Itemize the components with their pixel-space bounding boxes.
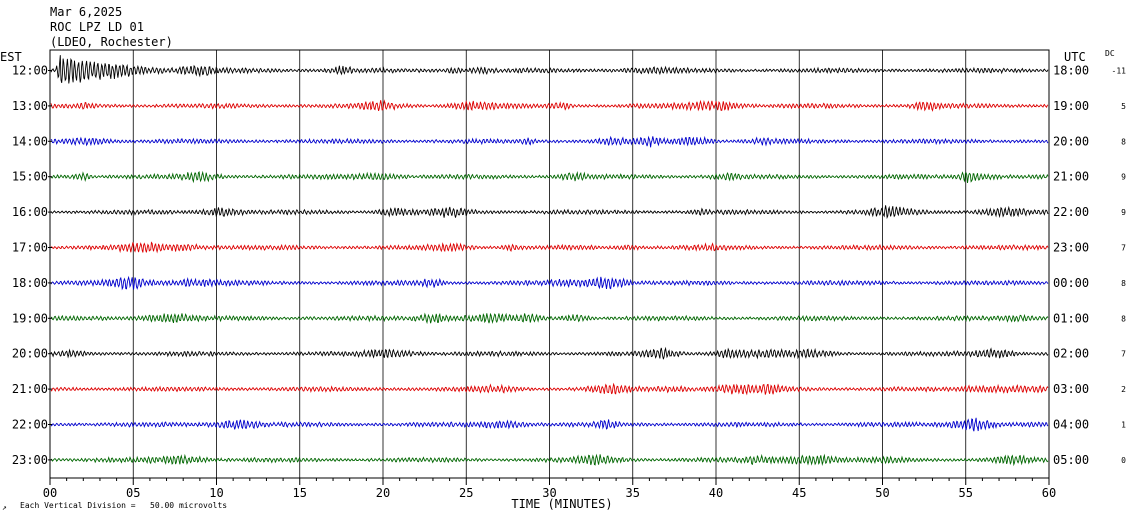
- utc-time-label: 22:00: [1053, 205, 1089, 219]
- utc-time-label: 23:00: [1053, 241, 1089, 255]
- utc-time-label: 05:00: [1053, 453, 1089, 467]
- utc-time-label: 00:00: [1053, 276, 1089, 290]
- utc-time-label: 18:00: [1053, 64, 1089, 78]
- dc-offset-header: DC: [1105, 49, 1115, 58]
- trace-row-1300: [50, 99, 1049, 112]
- trace-row-1500: [50, 170, 1049, 184]
- utc-time-label: 03:00: [1053, 382, 1089, 396]
- local-time-label: 16:00: [12, 205, 48, 219]
- dc-offset-value: 1: [1121, 421, 1126, 430]
- dc-offset-value: 9: [1121, 173, 1126, 182]
- trace-row-1600: [50, 205, 1049, 220]
- right-timezone-label: UTC: [1064, 50, 1086, 64]
- local-time-label: 15:00: [12, 170, 48, 184]
- local-time-label: 17:00: [12, 241, 48, 255]
- local-time-label: 18:00: [12, 276, 48, 290]
- local-time-label: 23:00: [12, 453, 48, 467]
- station-code: ROC LPZ LD 01: [50, 20, 144, 34]
- x-tick-label: 00: [43, 486, 57, 500]
- local-time-label: 13:00: [12, 99, 48, 113]
- trace-row-1700: [50, 241, 1049, 254]
- x-tick-label: 05: [126, 486, 140, 500]
- local-time-label: 20:00: [12, 347, 48, 361]
- left-timezone-label: EST: [0, 50, 22, 64]
- local-time-label: 14:00: [12, 134, 48, 148]
- dc-offset-value: 8: [1121, 279, 1126, 288]
- x-tick-label: 40: [709, 486, 723, 500]
- utc-time-label: 21:00: [1053, 170, 1089, 184]
- dc-offset-value: -11: [1112, 67, 1127, 76]
- utc-time-label: 01:00: [1053, 311, 1089, 325]
- x-axis: 00 05 10 15 20 25 30 35 40 45 50 55 60: [43, 478, 1056, 500]
- trace-row-1400: [50, 135, 1049, 148]
- x-tick-label: 35: [626, 486, 640, 500]
- local-time-label: 22:00: [12, 418, 48, 432]
- utc-time-label: 20:00: [1053, 134, 1089, 148]
- station-network: (LDEO, Rochester): [50, 35, 173, 49]
- x-tick-label: 45: [792, 486, 806, 500]
- trace-row-2200: [50, 417, 1049, 432]
- local-time-label: 19:00: [12, 311, 48, 325]
- x-tick-label: 60: [1042, 486, 1056, 500]
- local-time-label: 12:00: [12, 64, 48, 78]
- trace-row-1900: [50, 312, 1049, 325]
- local-time-label: 21:00: [12, 382, 48, 396]
- corner-arrow-icon: ↗: [2, 503, 7, 512]
- utc-time-label: 19:00: [1053, 99, 1089, 113]
- trace-row-2100: [50, 382, 1049, 396]
- x-axis-title: TIME (MINUTES): [511, 497, 612, 511]
- x-tick-label: 25: [459, 486, 473, 500]
- dc-offset-value: 7: [1121, 350, 1126, 359]
- x-tick-label: 20: [376, 486, 390, 500]
- seismic-traces: [50, 55, 1049, 467]
- x-tick-label: 30: [542, 486, 556, 500]
- trace-row-2300: [50, 453, 1049, 467]
- x-tick-label: 10: [209, 486, 223, 500]
- dc-offset-value: 8: [1121, 314, 1126, 323]
- trace-row-2000: [50, 346, 1049, 360]
- row-labels: 12:00 18:00 -11 13:00 19:00 5 14:00 20:00 8 15:00…: [12, 64, 1126, 467]
- grid-lines: [132, 50, 967, 478]
- dc-offset-value: 9: [1121, 208, 1126, 217]
- x-tick-label: 15: [293, 486, 307, 500]
- dc-offset-value: 2: [1121, 385, 1126, 394]
- scale-note: Each Vertical Division = 50.00 microvolt…: [20, 501, 227, 510]
- dc-offset-value: 8: [1121, 137, 1126, 146]
- record-date: Mar 6,2025: [50, 5, 122, 19]
- trace-row-1800: [50, 275, 1049, 291]
- utc-time-label: 04:00: [1053, 418, 1089, 432]
- dc-offset-value: 5: [1121, 102, 1126, 111]
- x-tick-label: 50: [875, 486, 889, 500]
- utc-time-label: 02:00: [1053, 347, 1089, 361]
- trace-row-1200: [50, 55, 1049, 84]
- dc-offset-value: 0: [1121, 456, 1126, 465]
- x-tick-label: 55: [959, 486, 973, 500]
- dc-offset-value: 7: [1121, 244, 1126, 253]
